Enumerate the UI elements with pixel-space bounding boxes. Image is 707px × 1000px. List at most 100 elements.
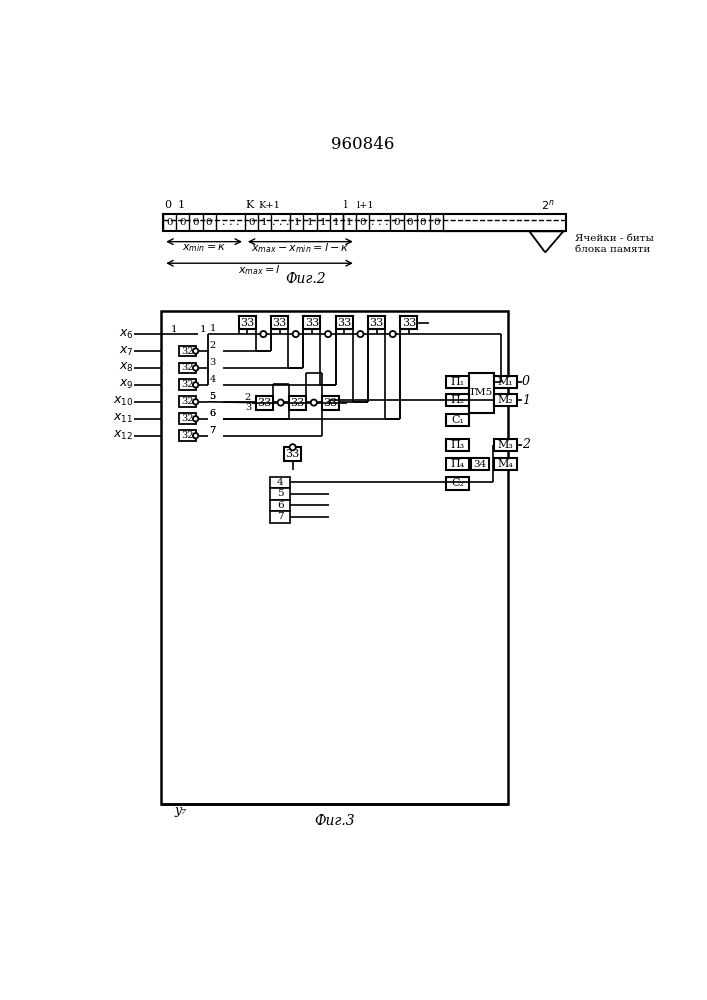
Bar (493, 394, 517, 406)
Text: 4: 4 (209, 375, 216, 384)
Text: 33: 33 (286, 449, 300, 459)
Bar (446, 394, 469, 406)
Text: 0: 0 (420, 218, 426, 227)
Bar (256, 396, 273, 410)
Circle shape (193, 382, 199, 388)
Bar (471, 458, 489, 470)
Bar (446, 458, 469, 470)
Text: 0: 0 (164, 200, 171, 210)
Text: 960846: 960846 (331, 136, 395, 153)
Text: 32: 32 (181, 363, 194, 372)
Circle shape (293, 331, 299, 337)
Text: 6: 6 (277, 501, 284, 510)
Text: 0: 0 (394, 218, 400, 227)
Text: 6: 6 (209, 409, 216, 418)
Text: 1: 1 (209, 324, 216, 333)
Circle shape (193, 348, 199, 354)
Bar (179, 396, 196, 407)
Bar (400, 316, 417, 329)
Bar (469, 373, 493, 413)
Bar (493, 376, 517, 388)
Text: 0: 0 (522, 375, 530, 388)
Text: 3: 3 (245, 403, 251, 412)
Text: 3: 3 (209, 358, 216, 367)
Bar (303, 316, 320, 329)
Text: 7: 7 (277, 512, 284, 521)
Text: C₁: C₁ (451, 415, 464, 425)
Text: $x_8$: $x_8$ (119, 361, 133, 374)
Text: 5: 5 (277, 489, 284, 498)
Text: П₁: П₁ (450, 377, 464, 387)
Text: 0: 0 (206, 218, 212, 227)
Circle shape (260, 331, 267, 337)
Text: 1: 1 (177, 200, 185, 210)
Text: M₄: M₄ (497, 459, 513, 469)
Bar (288, 396, 305, 410)
Text: 33: 33 (272, 318, 286, 328)
Bar (446, 376, 469, 388)
Bar (322, 396, 339, 410)
Text: 0: 0 (407, 218, 414, 227)
Text: Фиг.3: Фиг.3 (315, 814, 356, 828)
Bar (270, 477, 291, 488)
Bar (284, 447, 301, 461)
Text: 5: 5 (209, 392, 216, 401)
Text: $x_7$: $x_7$ (119, 344, 133, 358)
Circle shape (193, 399, 199, 405)
Text: $x_{max} - x_{min} = l - к$: $x_{max} - x_{min} = l - к$ (251, 242, 349, 255)
Text: 1: 1 (171, 325, 177, 334)
Circle shape (311, 400, 317, 406)
Text: . . .: . . . (371, 217, 388, 227)
Text: 32: 32 (181, 431, 194, 440)
Text: 1: 1 (293, 218, 300, 227)
Text: 32: 32 (181, 347, 194, 356)
Text: 0: 0 (248, 218, 255, 227)
Text: 1: 1 (320, 218, 327, 227)
Bar (179, 430, 196, 441)
Circle shape (193, 416, 199, 421)
Text: K+1: K+1 (259, 201, 281, 210)
Text: 7: 7 (209, 426, 216, 435)
Text: 33: 33 (323, 398, 337, 408)
Bar (493, 458, 517, 470)
Bar (179, 379, 196, 390)
Bar (493, 439, 517, 451)
Bar (179, 346, 196, 356)
Text: $x_{11}$: $x_{11}$ (113, 412, 133, 425)
Text: 0: 0 (193, 218, 199, 227)
Text: 33: 33 (402, 318, 416, 328)
Text: 1: 1 (346, 218, 353, 227)
Text: $x_{max} = l$: $x_{max} = l$ (238, 263, 281, 277)
Text: 2: 2 (522, 438, 530, 451)
Text: Ячейки - биты: Ячейки - биты (575, 234, 654, 243)
Text: $x_9$: $x_9$ (119, 378, 133, 391)
Text: 1: 1 (200, 325, 206, 334)
Text: 1: 1 (307, 218, 313, 227)
Text: П₂: П₂ (450, 395, 464, 405)
Text: 6: 6 (209, 409, 216, 418)
Text: $x_6$: $x_6$ (119, 328, 133, 341)
Text: П₄: П₄ (450, 459, 464, 469)
Text: 1: 1 (333, 218, 339, 227)
Text: 32: 32 (181, 414, 194, 423)
Text: l: l (344, 200, 347, 210)
Text: Фиг.2: Фиг.2 (286, 272, 326, 286)
Text: 0: 0 (433, 218, 440, 227)
Bar (446, 477, 469, 490)
Text: П₃: П₃ (450, 440, 464, 450)
Circle shape (390, 331, 396, 337)
Bar (270, 488, 291, 500)
Text: $x_{10}$: $x_{10}$ (113, 395, 133, 408)
Bar (161, 311, 508, 804)
Circle shape (278, 400, 284, 406)
Bar (336, 316, 353, 329)
Bar (446, 414, 469, 426)
Text: M₁: M₁ (497, 377, 513, 387)
Text: $2^n$: $2^n$ (541, 198, 554, 212)
Text: $x_{12}$: $x_{12}$ (113, 429, 133, 442)
Bar (163, 214, 566, 231)
Text: блока памяти: блока памяти (575, 245, 650, 254)
Text: 4: 4 (277, 478, 284, 487)
Circle shape (193, 365, 199, 371)
Text: $x_{min} = к$: $x_{min} = к$ (182, 243, 226, 254)
